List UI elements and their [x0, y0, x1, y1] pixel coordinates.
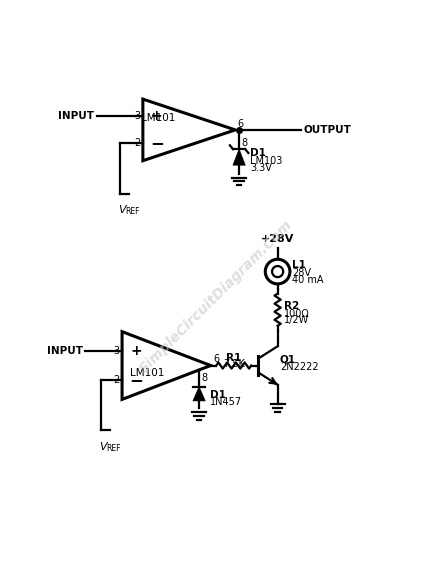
Text: +: + — [130, 343, 142, 357]
Text: Q1: Q1 — [280, 354, 296, 364]
Text: V: V — [99, 442, 106, 452]
Text: 1/2W: 1/2W — [284, 315, 309, 325]
Text: 8: 8 — [242, 138, 248, 148]
Text: SimpleCircuitDiagram.Com: SimpleCircuitDiagram.Com — [137, 218, 295, 376]
Text: 2: 2 — [113, 375, 120, 385]
Text: 6: 6 — [213, 354, 219, 364]
Text: 3: 3 — [114, 346, 120, 356]
Text: 28V: 28V — [292, 268, 311, 278]
Text: REF: REF — [125, 207, 140, 215]
Polygon shape — [193, 387, 205, 401]
Text: 1N457: 1N457 — [210, 398, 242, 407]
Text: −: − — [129, 371, 143, 389]
Text: 2N2222: 2N2222 — [280, 362, 319, 372]
Text: +: + — [151, 109, 163, 123]
Polygon shape — [233, 149, 245, 165]
Text: 7.5K: 7.5K — [223, 359, 245, 369]
Text: R2: R2 — [284, 301, 299, 311]
Text: V: V — [118, 205, 126, 215]
Text: 2: 2 — [134, 139, 141, 148]
Text: 40 mA: 40 mA — [292, 275, 324, 285]
Text: −: − — [150, 134, 164, 152]
Text: 100Ω: 100Ω — [284, 308, 310, 318]
Text: INPUT: INPUT — [58, 111, 94, 122]
Text: OUTPUT: OUTPUT — [303, 125, 351, 135]
Text: 6: 6 — [238, 119, 244, 129]
Text: LM101: LM101 — [141, 113, 175, 123]
Text: LM101: LM101 — [130, 368, 164, 378]
Text: R1: R1 — [226, 353, 242, 363]
Text: REF: REF — [106, 443, 121, 453]
Text: 3.3V: 3.3V — [250, 164, 272, 173]
Text: INPUT: INPUT — [47, 346, 83, 356]
Text: D1: D1 — [250, 148, 266, 158]
Text: +28V: +28V — [261, 234, 294, 244]
Text: 3: 3 — [135, 111, 141, 122]
Text: L1: L1 — [292, 260, 306, 271]
Text: LM103: LM103 — [250, 156, 282, 166]
Text: 8: 8 — [201, 372, 207, 382]
Text: D1: D1 — [210, 389, 226, 400]
